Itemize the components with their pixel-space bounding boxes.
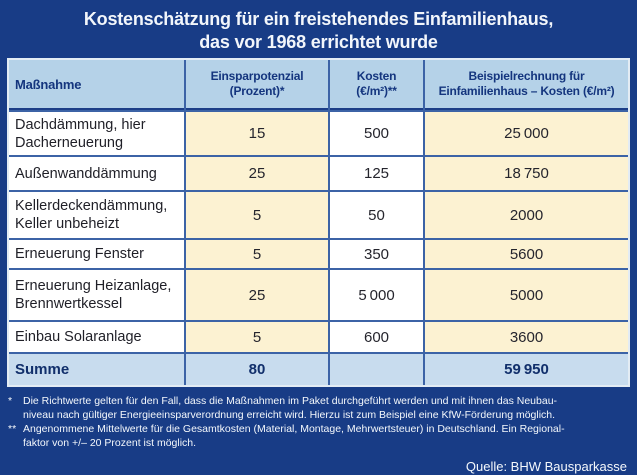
value-kosten: 500	[330, 112, 423, 155]
value-beispielrechnung: 18 750	[425, 157, 628, 190]
footnote-1-marker: *	[8, 395, 13, 407]
column-header-massnahme: Maßnahme	[9, 60, 184, 110]
page-title: Kostenschätzung für ein freistehendes Ei…	[0, 0, 637, 54]
row-label-dachdaemmung: Dachdämmung, hier Dacherneuerung	[9, 112, 184, 155]
header-line: Beispielrechnung für	[468, 69, 585, 83]
value-einsparpotenzial: 5	[186, 192, 328, 238]
value-beispielrechnung: 5000	[425, 270, 628, 320]
row-label-aussenwanddaemmung: Außenwanddämmung	[9, 157, 184, 190]
row-label-kellerdeckendaemmung: Kellerdeckendämmung, Keller unbeheizt	[9, 192, 184, 238]
row-label-einbau-solaranlage: Einbau Solaranlage	[9, 322, 184, 352]
value-einsparpotenzial: 5	[186, 240, 328, 268]
value-einsparpotenzial: 5	[186, 322, 328, 352]
value-einsparpotenzial: 25	[186, 157, 328, 190]
row-label-erneuerung-heizanlage: Erneuerung Heizanlage, Brennwertkessel	[9, 270, 184, 320]
value-einsparpotenzial: 25	[186, 270, 328, 320]
header-line: Einsparpotenzial	[210, 69, 304, 83]
footnote-2: ** Angenommene Mittelwerte für die Gesam…	[8, 422, 629, 450]
footnote-1: * Die Richtwerte gelten für den Fall, da…	[8, 394, 629, 422]
title-line-1: Kostenschätzung für ein freistehendes Ei…	[83, 9, 554, 29]
summary-kosten	[330, 354, 423, 385]
value-kosten: 125	[330, 157, 423, 190]
header-line: Maßnahme	[15, 76, 82, 92]
value-einsparpotenzial: 15	[186, 112, 328, 155]
header-line: (Prozent)*	[229, 84, 285, 98]
summary-label: Summe	[9, 354, 184, 385]
footnote-2-marker: **	[8, 423, 17, 435]
header-line: Kosten	[356, 69, 397, 83]
value-kosten: 5 000	[330, 270, 423, 320]
footnote-line: niveau nach gültiger Energieeinsparveror…	[23, 409, 556, 421]
footnotes-area: * Die Richtwerte gelten für den Fall, da…	[8, 394, 629, 474]
value-kosten: 50	[330, 192, 423, 238]
footnote-line: Die Richtwerte gelten für den Fall, dass…	[23, 395, 558, 407]
cost-table: Maßnahme Einsparpotenzial (Prozent)* Kos…	[7, 58, 630, 387]
value-beispielrechnung: 5600	[425, 240, 628, 268]
header-line: Einfamilienhaus – Kosten (€/m²)	[438, 84, 615, 98]
row-label-erneuerung-fenster: Erneuerung Fenster	[9, 240, 184, 268]
source-credit: Quelle: BHW Bausparkasse	[465, 459, 627, 474]
footnote-2-text: Angenommene Mittelwerte für die Gesamtko…	[23, 422, 629, 450]
value-beispielrechnung: 2000	[425, 192, 628, 238]
footnote-line: faktor von +/– 20 Prozent ist möglich.	[23, 437, 197, 449]
value-beispielrechnung: 25 000	[425, 112, 628, 155]
footnote-1-text: Die Richtwerte gelten für den Fall, dass…	[23, 394, 629, 422]
value-kosten: 350	[330, 240, 423, 268]
column-header-einsparpotenzial: Einsparpotenzial (Prozent)*	[186, 60, 328, 110]
value-beispielrechnung: 3600	[425, 322, 628, 352]
footnote-line: Angenommene Mittelwerte für die Gesamtko…	[23, 423, 565, 435]
column-header-kosten: Kosten (€/m²)**	[330, 60, 423, 110]
summary-einsparpotenzial: 80	[186, 354, 328, 385]
header-line: (€/m²)**	[356, 84, 397, 98]
value-kosten: 600	[330, 322, 423, 352]
column-header-beispielrechnung: Beispielrechnung für Einfamilienhaus – K…	[425, 60, 628, 110]
summary-beispielrechnung: 59 950	[425, 354, 628, 385]
title-line-2: das vor 1968 errichtet wurde	[199, 32, 438, 52]
